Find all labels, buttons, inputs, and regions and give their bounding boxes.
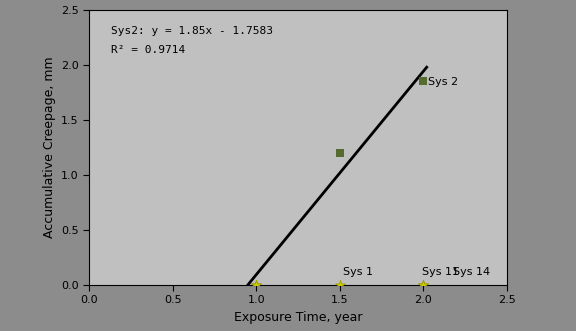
Text: Sys 1: Sys 1 xyxy=(343,267,373,277)
Point xyxy=(419,282,428,287)
Text: Sys 11: Sys 11 xyxy=(422,267,458,277)
Text: Sys2: y = 1.85x - 1.7583: Sys2: y = 1.85x - 1.7583 xyxy=(111,26,273,36)
Point xyxy=(335,282,344,287)
X-axis label: Exposure Time, year: Exposure Time, year xyxy=(234,310,362,324)
Point xyxy=(252,282,261,287)
Y-axis label: Accumulative Creepage, mm: Accumulative Creepage, mm xyxy=(43,57,55,238)
Point xyxy=(335,150,344,156)
Text: Sys 2: Sys 2 xyxy=(429,77,458,87)
Point xyxy=(252,282,261,287)
Point xyxy=(419,79,428,84)
Text: Sys 14: Sys 14 xyxy=(453,267,491,277)
Point xyxy=(419,282,428,287)
Text: R² = 0.9714: R² = 0.9714 xyxy=(111,45,185,55)
